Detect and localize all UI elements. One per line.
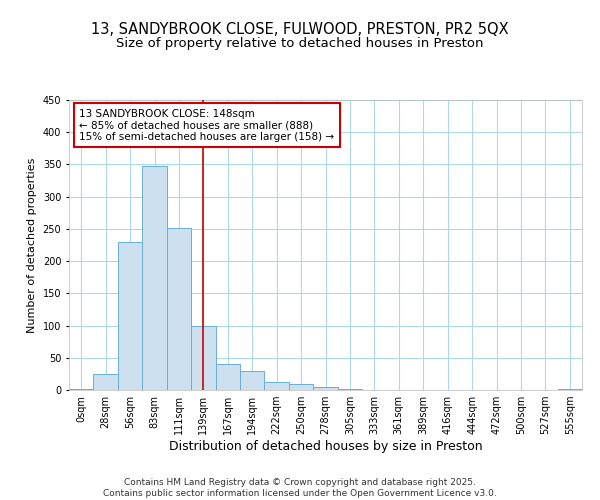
Bar [118, 242, 142, 390]
Text: Contains HM Land Registry data © Crown copyright and database right 2025.
Contai: Contains HM Land Registry data © Crown c… [103, 478, 497, 498]
X-axis label: Distribution of detached houses by size in Preston: Distribution of detached houses by size … [169, 440, 482, 453]
Bar [215, 364, 240, 390]
Bar [69, 388, 94, 390]
Y-axis label: Number of detached properties: Number of detached properties [27, 158, 37, 332]
Bar [313, 388, 338, 390]
Text: 13 SANDYBROOK CLOSE: 148sqm
← 85% of detached houses are smaller (888)
15% of se: 13 SANDYBROOK CLOSE: 148sqm ← 85% of det… [79, 108, 334, 142]
Bar [557, 388, 582, 390]
Text: 13, SANDYBROOK CLOSE, FULWOOD, PRESTON, PR2 5QX: 13, SANDYBROOK CLOSE, FULWOOD, PRESTON, … [91, 22, 509, 38]
Bar [191, 326, 215, 390]
Bar [167, 228, 191, 390]
Bar [265, 382, 289, 390]
Text: Size of property relative to detached houses in Preston: Size of property relative to detached ho… [116, 38, 484, 51]
Bar [240, 370, 265, 390]
Bar [94, 374, 118, 390]
Bar [289, 384, 313, 390]
Bar [142, 166, 167, 390]
